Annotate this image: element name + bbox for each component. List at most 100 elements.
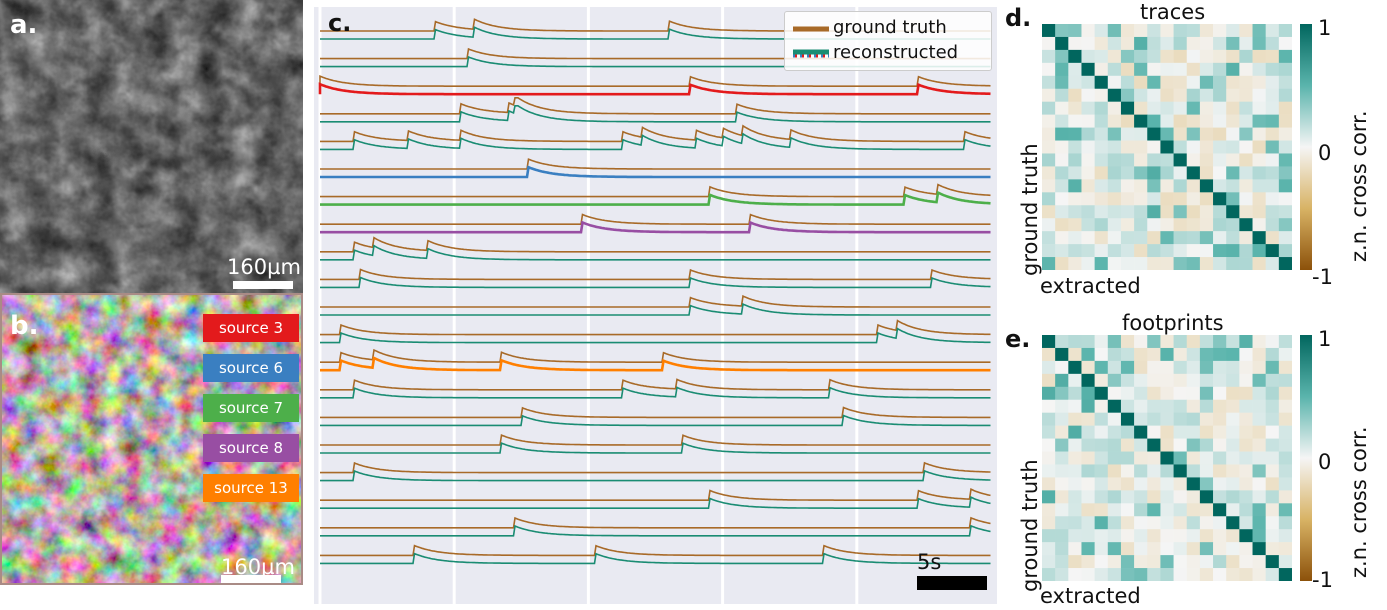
traces-plot <box>318 7 991 604</box>
heatmap-cell <box>1147 335 1161 349</box>
heatmap-cell <box>1265 75 1280 90</box>
heatmap-cell <box>1120 166 1135 180</box>
colorbar-e-label: z.n. cross corr. <box>1347 426 1371 578</box>
heatmap-cell <box>1226 412 1240 426</box>
heatmap-cell <box>1226 373 1240 388</box>
heatmap-cell <box>1213 218 1227 232</box>
colorbar-d-label: z.n. cross corr. <box>1347 110 1371 262</box>
heatmap-cell <box>1081 179 1095 193</box>
colorbar-d-tick-zero: 0 <box>1318 141 1332 165</box>
heatmap-cell <box>1173 386 1188 401</box>
heatmap-cell <box>1107 542 1122 556</box>
heatmap-cell <box>1252 75 1266 90</box>
heatmap-cell <box>1173 490 1188 504</box>
heatmap-cell <box>1199 555 1214 569</box>
heatmap-cell <box>1094 373 1109 388</box>
heatmap-cell <box>1278 335 1292 349</box>
heatmap-cell <box>1199 140 1214 154</box>
heatmap-cell <box>1199 360 1214 375</box>
heatmap-diagonal-cell <box>1160 451 1174 465</box>
heatmap-cell <box>1213 555 1227 569</box>
heatmap-cell <box>1186 555 1201 569</box>
heatmap-cell <box>1094 218 1109 232</box>
heatmap-cell <box>1134 101 1148 115</box>
heatmap-diagonal-cell <box>1265 244 1280 258</box>
heatmap-diagonal-cell <box>1107 88 1122 102</box>
heatmap-cell <box>1239 386 1253 401</box>
heatmap-cell <box>1160 503 1174 517</box>
heatmap-cell <box>1107 244 1122 258</box>
heatmap-cell <box>1081 88 1095 102</box>
colorbar-e <box>1300 335 1312 581</box>
heatmap-diagonal-cell <box>1107 399 1122 413</box>
heatmap-cell <box>1042 49 1056 64</box>
heatmap-cell <box>1094 24 1109 38</box>
heatmap-cell <box>1213 477 1227 491</box>
heatmap-cell <box>1278 490 1292 504</box>
heatmap-cell <box>1068 386 1082 401</box>
heatmap-diagonal-cell <box>1081 373 1095 388</box>
heatmap-cell <box>1107 503 1122 517</box>
heatmap-cell <box>1134 179 1148 193</box>
heatmap-cell <box>1068 24 1082 38</box>
reconstructed-trace <box>320 469 991 482</box>
panel-a-grayscale-image <box>0 0 303 293</box>
heatmap-cell <box>1199 101 1214 115</box>
heatmap-cell <box>1160 257 1174 270</box>
heatmap-cell <box>1199 205 1214 219</box>
heatmap-cell <box>1134 373 1148 388</box>
heatmap-cell <box>1081 114 1095 128</box>
heatmap-cell <box>1094 88 1109 102</box>
heatmap-cell <box>1120 218 1135 232</box>
heatmap-cell <box>1278 62 1292 77</box>
heatmap-cell <box>1147 244 1161 258</box>
heatmap-cell <box>1134 503 1148 517</box>
heatmap-cell <box>1213 529 1227 543</box>
heatmap-cell <box>1173 257 1188 270</box>
heatmap-cell <box>1252 386 1266 401</box>
heatmap-cell <box>1134 386 1148 401</box>
ground-truth-trace <box>320 488 991 501</box>
heatmap-cell <box>1042 88 1056 102</box>
heatmap-cell <box>1226 490 1240 504</box>
heatmap-cell <box>1068 568 1082 581</box>
source-badge: source 6 <box>203 354 299 382</box>
heatmap-cell <box>1199 62 1214 77</box>
heatmap-diagonal-cell <box>1055 36 1069 51</box>
heatmap-cell <box>1265 386 1280 401</box>
heatmap-cell <box>1160 101 1174 115</box>
heatmap-cell <box>1173 205 1188 219</box>
heatmap-cell <box>1134 464 1148 478</box>
heatmap-cell <box>1134 166 1148 180</box>
highlighted-reconstructed-trace <box>318 82 991 96</box>
heatmap-cell <box>1199 88 1214 102</box>
heatmap-cell <box>1199 153 1214 167</box>
heatmap-cell <box>1239 127 1253 141</box>
heatmap-cell <box>1265 451 1280 465</box>
heatmap-cell <box>1147 373 1161 388</box>
heatmap-cell <box>1252 335 1266 349</box>
heatmap-cell <box>1107 373 1122 388</box>
heatmap-cell <box>1186 140 1201 154</box>
heatmap-cell <box>1068 451 1082 465</box>
heatmap-cell <box>1173 62 1188 77</box>
heatmap-cell <box>1252 153 1266 167</box>
heatmap-cell <box>1120 192 1135 206</box>
heatmap-cell <box>1239 335 1253 349</box>
heatmap-cell <box>1265 490 1280 504</box>
heatmap-cell <box>1107 140 1122 154</box>
heatmap-diagonal-cell <box>1134 114 1148 128</box>
heatmap-cell <box>1278 360 1292 375</box>
heatmap-cell <box>1055 490 1069 504</box>
heatmap-cell <box>1252 114 1266 128</box>
heatmap-cell <box>1278 36 1292 51</box>
heatmap-cell <box>1042 568 1056 581</box>
heatmap-cell <box>1226 568 1240 581</box>
heatmap-cell <box>1252 360 1266 375</box>
highlighted-reconstructed-trace <box>320 165 991 179</box>
heatmap-cell <box>1252 257 1266 270</box>
heatmap-cell <box>1068 425 1082 439</box>
heatmap-cell <box>1239 425 1253 439</box>
heatmap-cell <box>1199 425 1214 439</box>
heatmap-cell <box>1134 412 1148 426</box>
